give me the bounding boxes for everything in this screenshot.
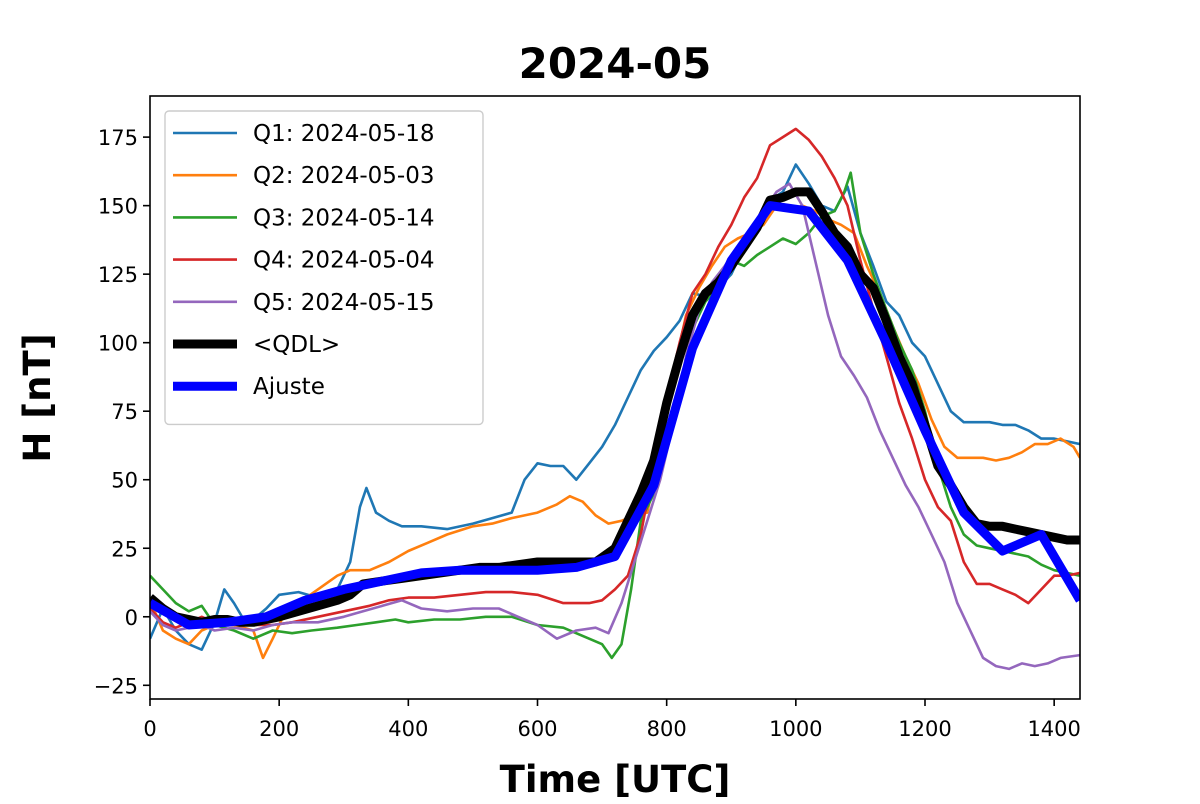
y-tick-label: 150: [98, 195, 138, 219]
y-tick-label: 175: [98, 126, 138, 150]
x-tick-label: 600: [517, 717, 557, 741]
legend-box: [164, 110, 484, 426]
legend-label: <QDL>: [253, 332, 340, 358]
x-tick-label: 1200: [898, 717, 951, 741]
legend-label: Q5: 2024-05-15: [253, 290, 434, 316]
legend-label: Q2: 2024-05-03: [253, 163, 434, 189]
series-layer: [150, 127, 1080, 671]
x-tick-label: 800: [647, 717, 687, 741]
series-line-7: [150, 201, 1080, 630]
y-tick-label: −25: [94, 674, 138, 698]
legend-label: Q3: 2024-05-14: [253, 205, 434, 231]
y-tick-label: 50: [111, 469, 138, 493]
y-axis-title: H [nT]: [16, 333, 59, 462]
x-tick-label: 200: [259, 717, 299, 741]
y-tick-label: 125: [98, 263, 138, 287]
y-tick-label: 75: [111, 400, 138, 424]
legend: Q1: 2024-05-18 Q2: 2024-05-03 Q3: 2024-05-…: [164, 110, 484, 426]
x-tick-label: 1400: [1027, 717, 1080, 741]
axes-layer: 0 200 400 600 800 1000 1200 1400−25025507510012…: [94, 95, 1081, 741]
plot-frame: [149, 95, 1081, 700]
x-tick-label: 1000: [769, 717, 822, 741]
series-line-4: [150, 127, 1080, 629]
series-line-1: [150, 163, 1080, 651]
y-tick-label: 100: [98, 332, 138, 356]
y-tick-label: 0: [125, 606, 138, 630]
legend-label: Q1: 2024-05-18: [253, 121, 434, 147]
legend-label: Q4: 2024-05-04: [253, 248, 434, 274]
x-tick-label: 0: [143, 717, 156, 741]
legend-label: Ajuste: [253, 374, 325, 400]
x-tick-label: 400: [388, 717, 428, 741]
x-axis-title: Time [UTC]: [500, 758, 731, 800]
y-tick-label: 25: [111, 537, 138, 561]
chart-title: 2024-05: [519, 39, 712, 88]
